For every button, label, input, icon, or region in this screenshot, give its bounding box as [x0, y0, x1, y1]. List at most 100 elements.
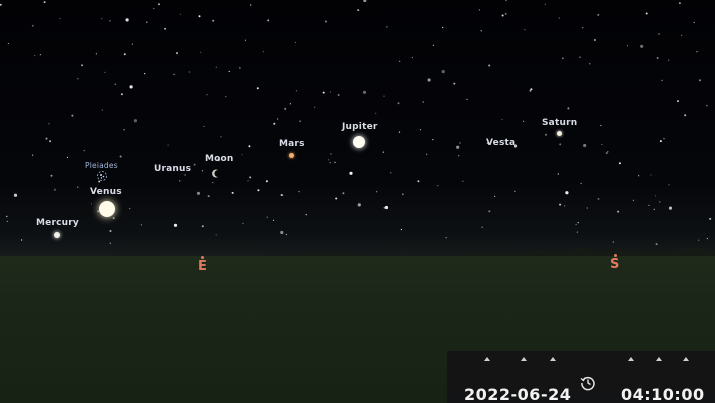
star: [655, 243, 658, 246]
star: [376, 191, 378, 193]
star: [167, 144, 169, 146]
star: [677, 100, 679, 103]
star: [225, 96, 227, 98]
star: [299, 120, 301, 122]
minute-up-arrow[interactable]: [656, 357, 662, 361]
star: [663, 138, 665, 140]
star: [462, 180, 464, 182]
star: [101, 18, 103, 20]
star: [362, 90, 367, 94]
star: [617, 210, 620, 213]
mercury-planet[interactable]: [54, 232, 60, 238]
star: [564, 205, 566, 207]
star: [505, 0, 507, 1]
star: [284, 107, 287, 110]
star: [200, 51, 202, 53]
star: [375, 112, 377, 114]
star: [262, 51, 264, 53]
star: [131, 43, 133, 45]
star: [66, 156, 69, 158]
star: [577, 222, 579, 224]
star: [6, 220, 8, 222]
star: [678, 2, 681, 5]
star: [349, 171, 353, 175]
star: [684, 114, 687, 117]
star: [231, 191, 234, 194]
month-up-arrow[interactable]: [521, 357, 527, 361]
star: [81, 64, 83, 67]
star: [632, 199, 635, 201]
star: [330, 153, 332, 155]
star: [488, 210, 491, 213]
star: [59, 18, 61, 20]
star: [206, 94, 208, 96]
mars-planet[interactable]: [289, 153, 294, 158]
star: [696, 51, 698, 53]
star: [265, 180, 268, 183]
star: [328, 159, 330, 161]
star: [201, 170, 204, 172]
star: [203, 125, 205, 128]
moon-crescent[interactable]: [212, 169, 221, 178]
star: [612, 241, 614, 243]
star: [398, 131, 401, 133]
star: [600, 124, 602, 127]
star: [31, 24, 34, 27]
star: [13, 193, 18, 197]
star: [442, 26, 444, 29]
star: [486, 142, 488, 144]
venus-planet[interactable]: [99, 201, 115, 217]
star: [212, 19, 215, 22]
star: [597, 13, 600, 16]
star: [402, 193, 404, 195]
hour-up-arrow[interactable]: [628, 357, 634, 361]
star: [0, 3, 2, 6]
jupiter-planet[interactable]: [353, 136, 365, 148]
star: [241, 154, 243, 156]
star: [579, 56, 581, 58]
star: [215, 66, 217, 68]
time-display[interactable]: 04:10:00: [621, 385, 705, 403]
star: [601, 143, 603, 146]
star: [334, 161, 336, 163]
star: [324, 20, 327, 23]
pleiades-label: Pleiades: [85, 161, 118, 170]
star: [504, 12, 507, 15]
star: [140, 224, 142, 226]
history-icon[interactable]: [580, 375, 596, 391]
year-up-arrow[interactable]: [484, 357, 490, 361]
star: [289, 103, 291, 105]
saturn-label: Saturn: [542, 118, 578, 128]
star: [228, 70, 230, 73]
star: [101, 109, 103, 111]
mars-label: Mars: [279, 139, 305, 149]
star: [176, 52, 178, 55]
day-up-arrow[interactable]: [550, 357, 556, 361]
date-time-panel: 2022-06-24 04:10:00: [447, 351, 715, 403]
star: [653, 208, 655, 210]
star: [250, 4, 252, 6]
star: [144, 73, 146, 75]
star: [39, 54, 42, 56]
star: [337, 94, 340, 96]
star: [239, 67, 241, 69]
star: [184, 174, 186, 176]
star: [109, 20, 111, 22]
date-display[interactable]: 2022-06-24: [464, 385, 572, 403]
star: [248, 145, 251, 148]
saturn-planet[interactable]: [557, 131, 562, 136]
star: [7, 42, 9, 45]
pleiades-cluster-icon[interactable]: [96, 170, 108, 182]
second-up-arrow[interactable]: [683, 357, 689, 361]
star: [481, 226, 483, 228]
star: [681, 34, 683, 36]
star: [645, 12, 648, 15]
star: [90, 203, 92, 205]
star: [294, 41, 296, 44]
star: [597, 197, 600, 200]
star: [6, 215, 8, 217]
star: [45, 137, 48, 140]
star: [589, 63, 591, 65]
star: [97, 210, 100, 213]
